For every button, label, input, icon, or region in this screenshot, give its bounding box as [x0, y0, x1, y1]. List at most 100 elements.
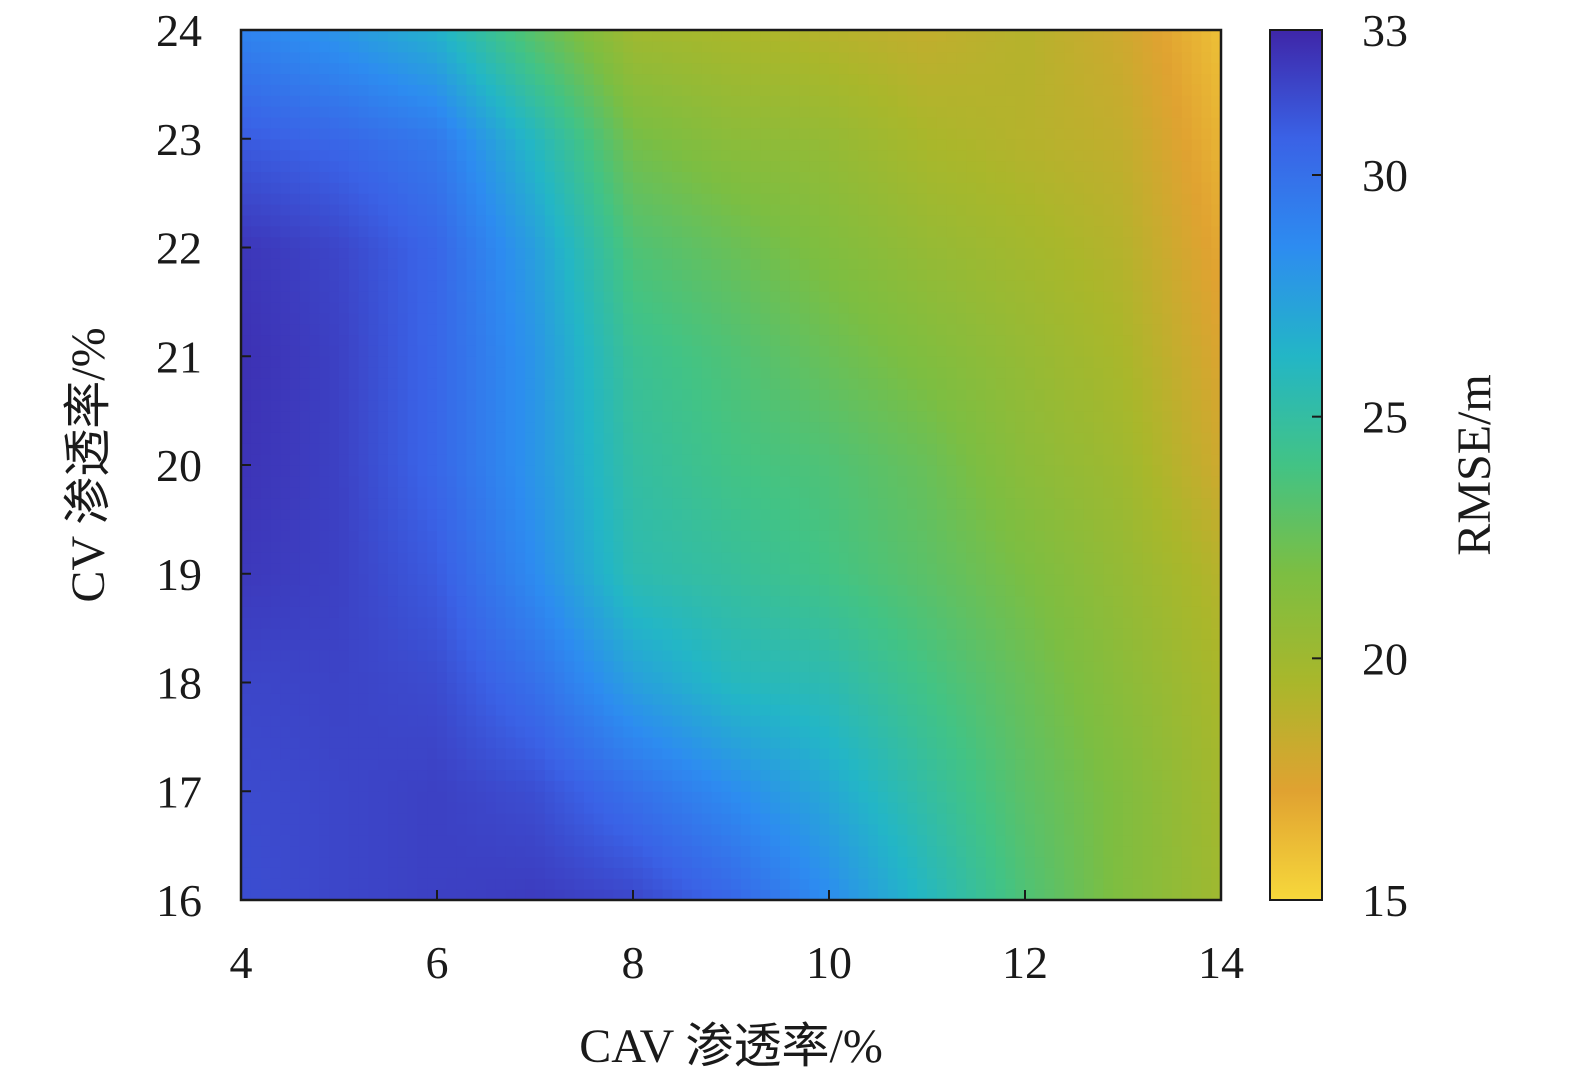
heatmap-cell	[417, 867, 428, 879]
heatmap-cell	[495, 889, 507, 900]
heatmap-cell	[260, 552, 271, 564]
heatmap-cell	[740, 508, 752, 520]
heatmap-cell	[250, 649, 262, 662]
heatmap-cell	[280, 671, 291, 684]
heatmap-cell	[1064, 465, 1075, 477]
heatmap-cell	[985, 388, 997, 401]
heatmap-cell	[819, 878, 830, 890]
heatmap-cell	[466, 649, 477, 662]
heatmap-cell	[642, 834, 654, 847]
heatmap-cell	[241, 747, 252, 760]
heatmap-cell	[525, 878, 536, 890]
heatmap-cell	[1191, 628, 1202, 640]
heatmap-cell	[1034, 867, 1046, 879]
heatmap-cell	[1025, 769, 1036, 781]
heatmap-cell	[691, 606, 703, 618]
heatmap-cell	[956, 530, 967, 542]
heatmap-cell	[672, 541, 683, 553]
heatmap-cell	[407, 867, 418, 879]
heatmap-cell	[652, 552, 663, 564]
heatmap-cell	[936, 834, 948, 847]
heatmap-cell	[260, 802, 271, 814]
heatmap-cell	[1123, 802, 1134, 814]
heatmap-cell	[486, 552, 497, 564]
heatmap-cell	[309, 715, 320, 727]
heatmap-cell	[1083, 693, 1095, 705]
heatmap-cell	[1074, 378, 1085, 390]
heatmap-cell	[1025, 410, 1036, 423]
heatmap-cell	[1054, 356, 1065, 368]
heatmap-cell	[985, 649, 997, 662]
heatmap-cell	[417, 378, 428, 390]
heatmap-cell	[1015, 432, 1026, 444]
heatmap-cell	[985, 889, 997, 900]
heatmap-cell	[907, 758, 918, 771]
heatmap-cell	[1172, 454, 1183, 466]
heatmap-cell	[368, 715, 379, 727]
heatmap-cell	[1025, 856, 1036, 868]
heatmap-cell	[750, 617, 761, 629]
heatmap-cell	[319, 584, 330, 597]
heatmap-cell	[682, 454, 693, 466]
heatmap-cell	[1132, 388, 1144, 401]
heatmap-cell	[1211, 780, 1221, 792]
heatmap-cell	[466, 639, 477, 651]
heatmap-cell	[368, 660, 379, 673]
heatmap-cell	[1034, 519, 1046, 531]
heatmap-cell	[495, 802, 507, 814]
heatmap-cell	[633, 715, 644, 727]
heatmap-cell	[241, 541, 252, 553]
heatmap-cell	[721, 726, 732, 738]
heatmap-cell	[995, 867, 1006, 879]
heatmap-cell	[486, 378, 497, 390]
heatmap-cell	[976, 823, 987, 836]
heatmap-cell	[309, 497, 320, 510]
heatmap-cell	[280, 410, 291, 423]
heatmap-cell	[1123, 813, 1134, 825]
heatmap-cell	[731, 780, 742, 792]
heatmap-cell	[711, 693, 722, 705]
heatmap-cell	[652, 878, 663, 890]
heatmap-cell	[1211, 856, 1221, 868]
heatmap-cell	[672, 780, 683, 792]
heatmap-cell	[1142, 802, 1153, 814]
heatmap-cell	[544, 715, 556, 727]
heatmap-cell	[966, 682, 977, 694]
heatmap-cell	[456, 867, 467, 879]
heatmap-cell	[887, 769, 899, 781]
heatmap-cell	[1103, 780, 1114, 792]
heatmap-cell	[780, 660, 791, 673]
heatmap-cell	[1005, 367, 1016, 379]
heatmap-cell	[241, 443, 252, 455]
heatmap-cell	[1054, 399, 1065, 412]
heatmap-cell	[1152, 715, 1163, 727]
heatmap-cell	[1191, 693, 1202, 705]
heatmap-cell	[427, 562, 438, 575]
heatmap-cell	[1044, 356, 1055, 368]
heatmap-cell	[368, 497, 379, 510]
heatmap-cell	[662, 834, 673, 847]
heatmap-cell	[1211, 584, 1221, 597]
heatmap-cell	[956, 693, 967, 705]
heatmap-cell	[1093, 704, 1104, 716]
heatmap-cell	[887, 649, 899, 662]
heatmap-cell	[633, 508, 644, 520]
heatmap-cell	[799, 682, 810, 694]
heatmap-cell	[486, 497, 497, 510]
heatmap-cell	[682, 780, 693, 792]
heatmap-cell	[1103, 475, 1114, 488]
heatmap-cell	[936, 552, 948, 564]
heatmap-cell	[544, 530, 556, 542]
heatmap-cell	[603, 747, 614, 760]
heatmap-cell	[770, 584, 781, 597]
heatmap-cell	[1005, 736, 1016, 749]
heatmap-cell	[329, 660, 340, 673]
heatmap-cell	[711, 736, 722, 749]
heatmap-cell	[1044, 813, 1055, 825]
heatmap-cell	[241, 791, 252, 803]
heatmap-cell	[868, 367, 879, 379]
heatmap-cell	[446, 606, 458, 618]
heatmap-cell	[995, 649, 1006, 662]
heatmap-cell	[780, 628, 791, 640]
heatmap-cell	[446, 465, 458, 477]
